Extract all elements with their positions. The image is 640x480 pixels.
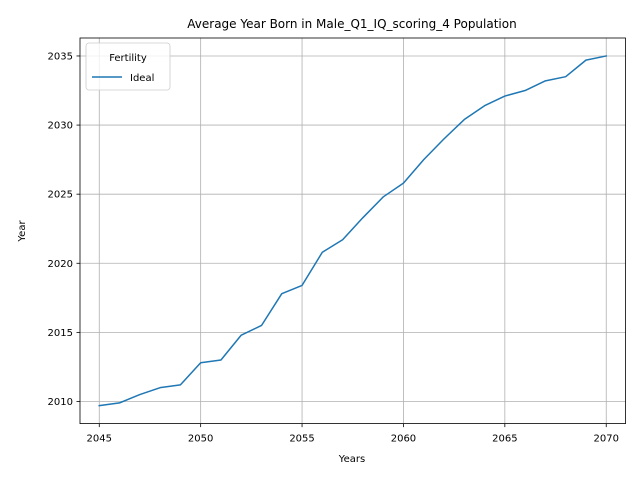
- x-tick-label: 2070: [594, 434, 619, 445]
- x-tick-label: 2065: [492, 434, 517, 445]
- y-axis-label: Year: [17, 220, 28, 243]
- y-tick-label: 2030: [48, 121, 73, 132]
- grid: [80, 38, 626, 424]
- y-tick-label: 2010: [48, 397, 73, 408]
- plot-frame: [79, 37, 626, 425]
- legend-title: Fertility: [109, 53, 147, 64]
- x-tick-label: 2055: [289, 434, 314, 445]
- legend-box: [85, 42, 171, 91]
- series-line-ideal: [98, 55, 608, 407]
- y-tick-label: 2025: [48, 190, 73, 201]
- x-axis-label: Years: [338, 454, 365, 465]
- legend-entry-ideal: Ideal: [130, 73, 154, 84]
- y-tick-label: 2020: [48, 259, 73, 270]
- y-tick-label: 2035: [48, 51, 73, 62]
- chart-title: Average Year Born in Male_Q1_IQ_scoring_…: [187, 17, 516, 31]
- series-layer: [98, 55, 608, 407]
- x-tick-label: 2050: [188, 434, 213, 445]
- x-tick-label: 2060: [391, 434, 416, 445]
- ticks: 2045 2050 2055 2060 2065 2070 2010 2015 2020 2025…: [48, 51, 619, 444]
- y-tick-label: 2015: [48, 328, 73, 339]
- legend: Fertility Ideal: [85, 42, 171, 91]
- x-tick-label: 2045: [87, 434, 112, 445]
